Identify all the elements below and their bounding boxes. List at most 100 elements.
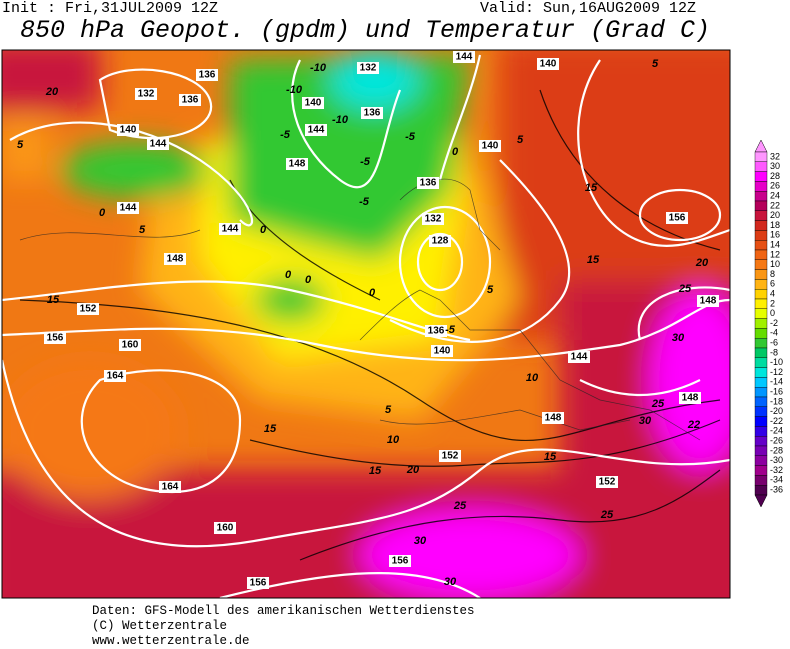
colorbar-label: -18 [770, 396, 783, 406]
temperature-label: 15 [264, 423, 277, 435]
geopotential-label: 132 [138, 89, 155, 100]
colorbar-arrow [754, 139, 768, 153]
label-background [537, 58, 559, 70]
geopotential-label: 144 [222, 224, 239, 235]
temperature-label: 25 [678, 283, 692, 295]
colorbar-label: 28 [770, 171, 780, 181]
label-background [357, 62, 379, 74]
label-background [479, 140, 501, 152]
label-background [286, 158, 308, 170]
geopotential-label: 140 [482, 141, 499, 152]
geopotential-label: 148 [167, 254, 184, 265]
geopotential-label: 156 [669, 213, 686, 224]
colorbar-swatch [754, 485, 768, 496]
geopotential-label: 148 [545, 413, 562, 424]
colorbar-swatch [754, 436, 768, 447]
label-background [44, 332, 66, 344]
label-background [117, 202, 139, 214]
temperature-label: -5 [360, 156, 371, 168]
temperature-label: 0 [452, 146, 459, 158]
geopotential-label: 160 [217, 523, 234, 534]
colorbar-swatch [754, 151, 768, 163]
temperature-label: 25 [651, 398, 665, 410]
colorbar-label: -34 [770, 475, 783, 485]
colorbar-swatch [754, 289, 768, 300]
colorbar-swatch [754, 455, 768, 466]
geopotential-label: 156 [47, 333, 64, 344]
label-background [542, 412, 564, 424]
geopotential-label: 152 [80, 304, 97, 315]
colorbar-label: 12 [770, 249, 780, 259]
temperature-label: 5 [17, 139, 24, 151]
temperature-label: 20 [45, 86, 59, 98]
colorbar-swatch [754, 338, 768, 349]
colorbar-swatch [754, 367, 768, 378]
colorbar-label: 20 [770, 210, 780, 220]
colorbar-swatch [754, 387, 768, 398]
label-background [302, 97, 324, 109]
footer: Daten: GFS-Modell des amerikanischen Wet… [92, 604, 475, 649]
geopotential-label: 148 [289, 159, 306, 170]
geopotential-label: 156 [250, 578, 267, 589]
geopotential-label: 140 [540, 59, 557, 70]
colorbar-swatch [754, 161, 768, 172]
temperature-label: -5 [280, 129, 291, 141]
label-background [147, 138, 169, 150]
geopotential-label: 144 [571, 352, 588, 363]
geopotential-label: 152 [442, 451, 459, 462]
label-background [219, 223, 241, 235]
colorbar-swatch [754, 210, 768, 221]
colorbar-label: 4 [770, 288, 775, 298]
temperature-label: 22 [687, 419, 700, 431]
colorbar-label: -2 [770, 318, 778, 328]
geopotential-label: 144 [120, 203, 137, 214]
colorbar-label: 0 [770, 308, 775, 318]
label-background [159, 481, 181, 493]
colorbar-label: 18 [770, 220, 780, 230]
colorbar-swatch [754, 269, 768, 280]
label-background [568, 351, 590, 363]
colorbar-swatch [754, 171, 768, 182]
colorbar-swatch [754, 200, 768, 212]
geopotential-label: 140 [434, 346, 451, 357]
colorbar-swatch [754, 259, 768, 270]
geopotential-label: 136 [364, 108, 381, 119]
label-background [77, 303, 99, 315]
label-background [247, 577, 269, 589]
label-background [425, 325, 447, 337]
label-background [666, 212, 688, 224]
label-background [361, 107, 383, 119]
colorbar-swatch [754, 465, 768, 476]
label-background [214, 522, 236, 534]
label-background [196, 69, 218, 81]
temperature-label: 15 [585, 182, 598, 194]
colorbar-swatch [754, 357, 768, 368]
colorbar-label: -22 [770, 416, 783, 426]
colorbar-label: 30 [770, 161, 780, 171]
label-background [697, 295, 719, 307]
geopotential-label: 132 [425, 214, 442, 225]
temperature-label: 10 [526, 372, 539, 384]
colorbar-swatch [754, 406, 768, 417]
colorbar-label: 2 [770, 298, 775, 308]
geopotential-label: 140 [120, 125, 137, 136]
temperature-label: 30 [672, 332, 685, 344]
geopotential-label: 144 [456, 52, 473, 63]
geopotential-label: 164 [162, 482, 179, 493]
colorbar-swatch [754, 181, 768, 192]
geopotential-label: 136 [420, 178, 437, 189]
temperature-label: 5 [139, 224, 146, 236]
colorbar-swatch [754, 328, 768, 339]
temperature-label: -10 [332, 114, 349, 126]
label-background [439, 450, 461, 462]
geopotential-label: 136 [182, 95, 199, 106]
temperature-label: 5 [517, 134, 524, 146]
geopotential-label: 164 [107, 371, 124, 382]
colorbar-swatch [754, 298, 768, 310]
map-frame [1, 49, 731, 599]
temperature-label: 30 [444, 576, 457, 588]
geopotential-label: 132 [360, 63, 377, 74]
colorbar-label: 32 [770, 151, 780, 161]
colorbar-swatch [754, 220, 768, 231]
